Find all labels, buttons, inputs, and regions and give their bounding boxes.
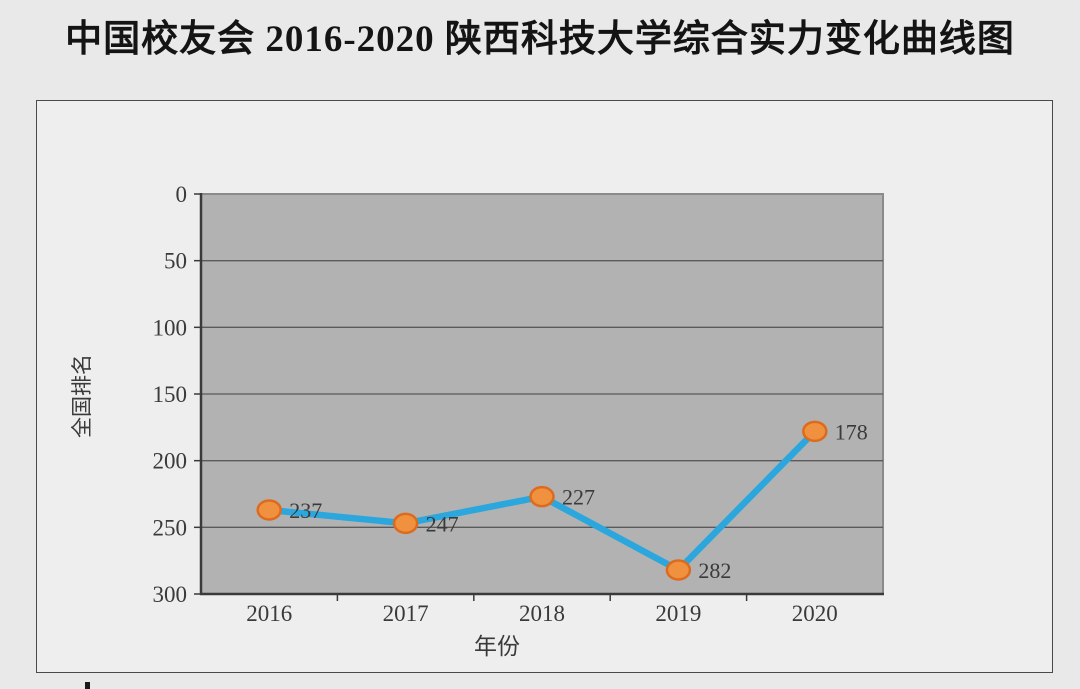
data-point-label: 282 bbox=[698, 558, 731, 583]
x-tick-label: 2016 bbox=[246, 601, 292, 626]
y-tick-label: 0 bbox=[176, 182, 188, 207]
y-tick-label: 150 bbox=[153, 382, 188, 407]
data-point-marker bbox=[529, 485, 555, 508]
data-value-labels: 237 247 227 282 178 bbox=[289, 419, 868, 583]
chart-title: 中国校友会 2016-2020 陕西科技大学综合实力变化曲线图 bbox=[65, 19, 1015, 60]
x-tick-label: 2019 bbox=[655, 601, 701, 626]
series-markers bbox=[256, 420, 828, 581]
y-tick-label: 200 bbox=[153, 449, 188, 474]
y-tick-label: 100 bbox=[153, 315, 188, 340]
x-axis-title: 年份 bbox=[474, 634, 520, 659]
data-point-label: 237 bbox=[289, 498, 322, 523]
cutoff-text-artifact bbox=[85, 682, 90, 689]
y-tick-label: 300 bbox=[153, 582, 188, 607]
data-point-marker bbox=[256, 499, 282, 521]
chart-container: 0 50 100 150 200 250 300 2016 2017 2018 2019 2020 … bbox=[36, 100, 1053, 673]
x-tick-label: 2017 bbox=[383, 601, 429, 626]
y-tick-label: 250 bbox=[153, 515, 188, 540]
data-point-label: 247 bbox=[426, 511, 459, 536]
data-point-marker bbox=[392, 512, 419, 535]
y-tick-label: 50 bbox=[164, 249, 187, 274]
x-tick-label: 2018 bbox=[519, 601, 565, 626]
gridlines bbox=[201, 260, 883, 528]
y-axis-tick-labels: 0 50 100 150 200 250 300 bbox=[153, 182, 188, 607]
data-point-marker bbox=[665, 559, 692, 581]
data-point-marker bbox=[802, 420, 828, 443]
data-point-label: 227 bbox=[562, 485, 595, 510]
x-tick-label: 2020 bbox=[792, 601, 838, 626]
y-axis-title: 全国排名 bbox=[70, 354, 94, 438]
data-point-label: 178 bbox=[835, 419, 868, 444]
axis-lines bbox=[199, 193, 884, 596]
x-axis-tick-labels: 2016 2017 2018 2019 2020 bbox=[246, 601, 838, 626]
